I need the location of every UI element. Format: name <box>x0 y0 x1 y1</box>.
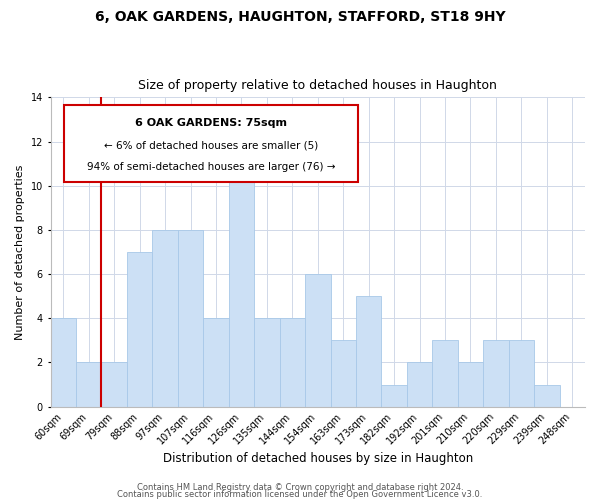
Bar <box>509 340 534 406</box>
Bar <box>433 340 458 406</box>
Bar <box>356 296 382 406</box>
Text: Contains HM Land Registry data © Crown copyright and database right 2024.: Contains HM Land Registry data © Crown c… <box>137 484 463 492</box>
Text: 6, OAK GARDENS, HAUGHTON, STAFFORD, ST18 9HY: 6, OAK GARDENS, HAUGHTON, STAFFORD, ST18… <box>95 10 505 24</box>
Text: 94% of semi-detached houses are larger (76) →: 94% of semi-detached houses are larger (… <box>86 162 335 172</box>
Bar <box>331 340 356 406</box>
Bar <box>76 362 101 406</box>
Text: Contains public sector information licensed under the Open Government Licence v3: Contains public sector information licen… <box>118 490 482 499</box>
FancyBboxPatch shape <box>64 105 358 182</box>
Bar <box>382 384 407 406</box>
Bar <box>483 340 509 406</box>
Bar <box>407 362 433 406</box>
Bar <box>458 362 483 406</box>
Bar <box>534 384 560 406</box>
Bar <box>280 318 305 406</box>
Bar <box>152 230 178 406</box>
Bar <box>254 318 280 406</box>
Bar <box>178 230 203 406</box>
Bar <box>101 362 127 406</box>
Title: Size of property relative to detached houses in Haughton: Size of property relative to detached ho… <box>139 79 497 92</box>
Bar <box>203 318 229 406</box>
Bar <box>229 142 254 406</box>
Y-axis label: Number of detached properties: Number of detached properties <box>15 164 25 340</box>
Text: 6 OAK GARDENS: 75sqm: 6 OAK GARDENS: 75sqm <box>135 118 287 128</box>
X-axis label: Distribution of detached houses by size in Haughton: Distribution of detached houses by size … <box>163 452 473 465</box>
Bar <box>50 318 76 406</box>
Bar <box>127 252 152 406</box>
Bar <box>305 274 331 406</box>
Text: ← 6% of detached houses are smaller (5): ← 6% of detached houses are smaller (5) <box>104 140 318 150</box>
